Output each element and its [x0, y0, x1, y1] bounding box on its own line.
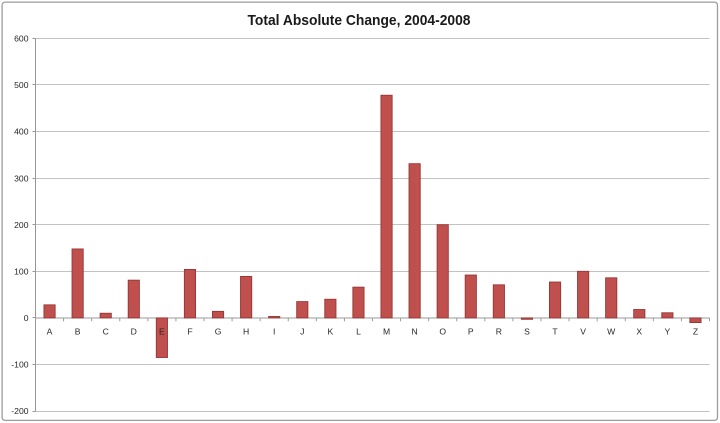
svg-text:-100: -100: [11, 360, 28, 370]
svg-text:X: X: [636, 326, 642, 336]
svg-text:Total Absolute Change, 2004-20: Total Absolute Change, 2004-2008: [248, 12, 471, 29]
svg-text:S: S: [524, 326, 530, 336]
svg-text:500: 500: [14, 80, 29, 90]
svg-text:O: O: [439, 326, 446, 336]
svg-text:P: P: [468, 326, 474, 336]
svg-text:200: 200: [14, 220, 29, 230]
svg-text:Z: Z: [693, 326, 698, 336]
svg-text:600: 600: [14, 34, 29, 44]
svg-text:C: C: [103, 326, 109, 336]
svg-text:D: D: [131, 326, 137, 336]
svg-text:400: 400: [14, 127, 29, 137]
svg-text:T: T: [552, 326, 558, 336]
svg-text:L: L: [356, 326, 361, 336]
svg-text:G: G: [215, 326, 222, 336]
svg-text:J: J: [300, 326, 304, 336]
svg-text:E: E: [159, 326, 165, 336]
svg-text:H: H: [243, 326, 249, 336]
svg-text:B: B: [75, 326, 81, 336]
svg-text:A: A: [47, 326, 53, 336]
svg-text:K: K: [328, 326, 334, 336]
svg-text:Y: Y: [665, 326, 671, 336]
svg-text:M: M: [383, 326, 390, 336]
svg-text:N: N: [412, 326, 418, 336]
svg-text:-200: -200: [11, 406, 28, 416]
svg-text:100: 100: [14, 266, 29, 276]
svg-text:V: V: [580, 326, 586, 336]
svg-text:300: 300: [14, 173, 29, 183]
svg-text:F: F: [187, 326, 192, 336]
svg-text:R: R: [496, 326, 502, 336]
svg-text:W: W: [607, 326, 616, 336]
svg-text:0: 0: [24, 313, 29, 323]
svg-text:I: I: [273, 326, 275, 336]
